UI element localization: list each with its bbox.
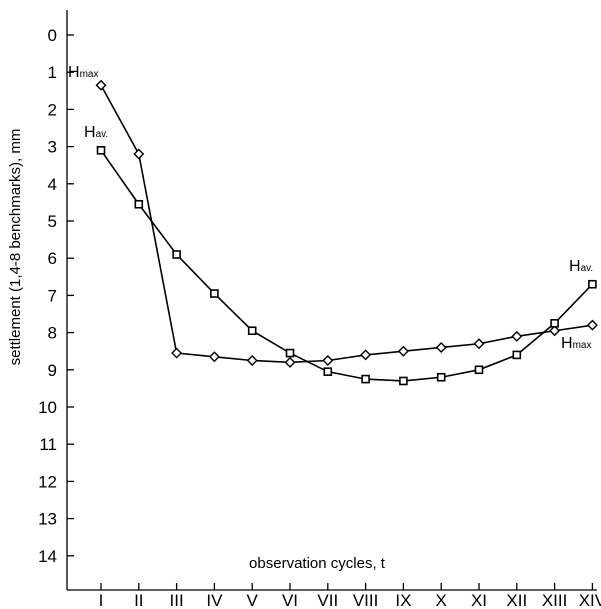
data-point-square	[588, 279, 597, 289]
x-tick-label: XII	[506, 591, 527, 609]
data-point-diamond	[171, 347, 183, 359]
data-point-diamond	[246, 355, 258, 366]
x-tick-label: IX	[395, 591, 411, 609]
data-point-square	[172, 250, 181, 259]
y-tick-label: 6	[48, 249, 57, 268]
x-tick-label: I	[99, 591, 104, 609]
data-point-diamond	[397, 345, 409, 357]
y-tick-label: 0	[48, 26, 57, 45]
data-point-square	[134, 199, 144, 209]
x-tick-label: II	[134, 591, 143, 609]
data-point-square	[210, 289, 219, 298]
series-group	[95, 79, 598, 386]
data-point-diamond	[208, 351, 220, 363]
y-tick-label: 3	[48, 138, 57, 157]
x-tick-label: XI	[471, 591, 487, 609]
data-point-diamond	[322, 355, 334, 366]
data-point-square	[285, 348, 295, 358]
data-point-diamond	[95, 79, 107, 91]
y-tick-label: 10	[38, 398, 57, 417]
x-tick-label: VI	[282, 591, 298, 609]
x-axis-title: observation cycles, t	[249, 555, 386, 572]
data-point-square	[436, 372, 446, 382]
series-line	[100, 149, 593, 382]
y-tick-label: 9	[48, 361, 57, 380]
y-tick-label: 7	[48, 286, 57, 305]
data-point-square	[512, 350, 522, 360]
x-tick-label: III	[170, 591, 184, 609]
data-point-diamond	[549, 325, 561, 337]
data-point-diamond	[284, 356, 296, 368]
y-tick-label: 12	[38, 472, 57, 491]
series-line	[100, 84, 593, 364]
x-tick-label: VII	[317, 591, 338, 609]
data-point-diamond	[473, 338, 485, 350]
y-tick-label: 11	[39, 435, 57, 454]
y-tick-label: 8	[48, 324, 57, 343]
y-tick-label: 4	[48, 175, 57, 194]
x-tick-label: IV	[206, 591, 223, 609]
data-point-square	[361, 374, 370, 384]
data-point-diamond	[511, 330, 523, 342]
data-point-square	[550, 318, 559, 328]
series-label: Hmax	[561, 335, 591, 352]
data-point-diamond	[133, 148, 145, 160]
y-tick-label: 1	[48, 63, 57, 82]
data-point-square	[399, 376, 408, 386]
x-ticks: I II III IV V VI VII VIII IX X XI XII XIII XIV	[99, 583, 601, 609]
data-point-diamond	[586, 319, 598, 331]
data-point-square	[474, 365, 484, 375]
x-tick-label: XIV	[579, 591, 601, 609]
y-tick-label: 13	[38, 510, 57, 529]
x-tick-label: XIII	[542, 591, 568, 609]
series-label: Hav.	[569, 258, 593, 275]
y-tick-label: 14	[38, 547, 57, 566]
data-point-square	[323, 367, 333, 376]
x-tick-label: VIII	[353, 591, 379, 609]
x-tick-label: V	[247, 591, 259, 609]
x-tick-label: X	[436, 591, 447, 609]
data-point-square	[247, 326, 257, 336]
axes	[66, 10, 597, 591]
y-axis-title: settlement (1,4-8 benchmarks), mm	[7, 129, 24, 366]
series-labels: Hmax Hmax Hav. Hav.	[68, 64, 593, 352]
y-tick-label: 2	[48, 100, 57, 119]
series-label: Hmax	[68, 64, 98, 81]
data-point-diamond	[360, 349, 372, 361]
y-tick-label: 5	[48, 212, 57, 231]
series-label: Hav.	[84, 124, 108, 141]
data-point-square	[96, 146, 106, 155]
data-point-diamond	[435, 341, 447, 353]
